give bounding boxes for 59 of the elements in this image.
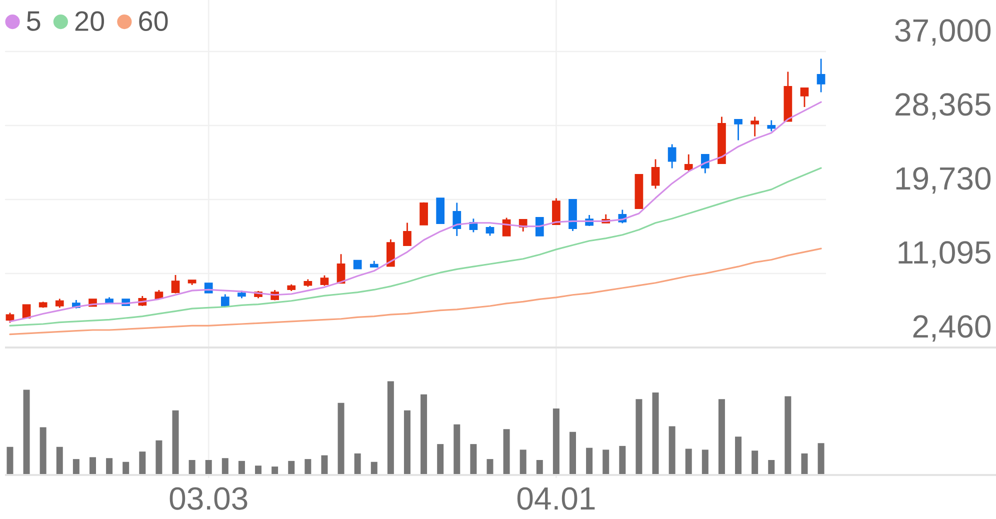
bar (636, 399, 642, 475)
y-tick-label: 37,000 (895, 19, 991, 46)
bar (520, 450, 526, 475)
bar (122, 462, 130, 475)
bar (40, 427, 46, 475)
bar (818, 443, 824, 475)
y-tick-label: 2,460 (913, 315, 991, 342)
bar (454, 424, 460, 475)
bar (156, 440, 162, 475)
bar (619, 446, 626, 475)
x-tick-label: 04.01 (517, 487, 595, 510)
bar (503, 429, 510, 475)
bar (255, 466, 262, 475)
bar (685, 448, 692, 475)
bar (586, 448, 593, 475)
bar (387, 381, 394, 475)
bar (437, 444, 444, 475)
bar (668, 426, 676, 475)
legend-label: 5 (26, 11, 40, 31)
bar (321, 455, 328, 475)
bar (338, 402, 344, 475)
bar (238, 460, 245, 475)
legend-label: 60 (139, 11, 168, 32)
bar (205, 460, 212, 475)
bar (139, 452, 146, 475)
bar (470, 444, 477, 475)
bar (222, 458, 228, 475)
legend-label: 20 (75, 11, 104, 32)
bar (486, 459, 494, 475)
bar (72, 459, 80, 475)
bar (404, 410, 410, 475)
y-tick-label: 28,365 (896, 93, 990, 120)
bar (536, 460, 543, 475)
bar (288, 460, 295, 475)
bar (735, 436, 742, 475)
bar (56, 446, 63, 475)
x-tick-label: 03.03 (170, 487, 248, 510)
bar (304, 459, 312, 475)
bar (354, 453, 361, 475)
bar (784, 396, 792, 475)
bar (702, 450, 708, 475)
y-tick-label: 19,730 (896, 167, 991, 194)
bar (6, 446, 14, 475)
bar (89, 457, 96, 475)
bar (370, 462, 378, 475)
bar (188, 460, 196, 475)
bar (172, 410, 179, 475)
bar (718, 399, 725, 475)
bar (420, 394, 428, 475)
bar (570, 432, 576, 475)
bar (602, 450, 610, 475)
bar (106, 458, 113, 475)
bar (23, 390, 30, 475)
bar (652, 392, 659, 475)
bar (752, 450, 758, 475)
bar (768, 460, 775, 475)
y-tick-label: 11,095 (898, 241, 990, 268)
bar (801, 453, 808, 475)
bar (552, 408, 560, 475)
